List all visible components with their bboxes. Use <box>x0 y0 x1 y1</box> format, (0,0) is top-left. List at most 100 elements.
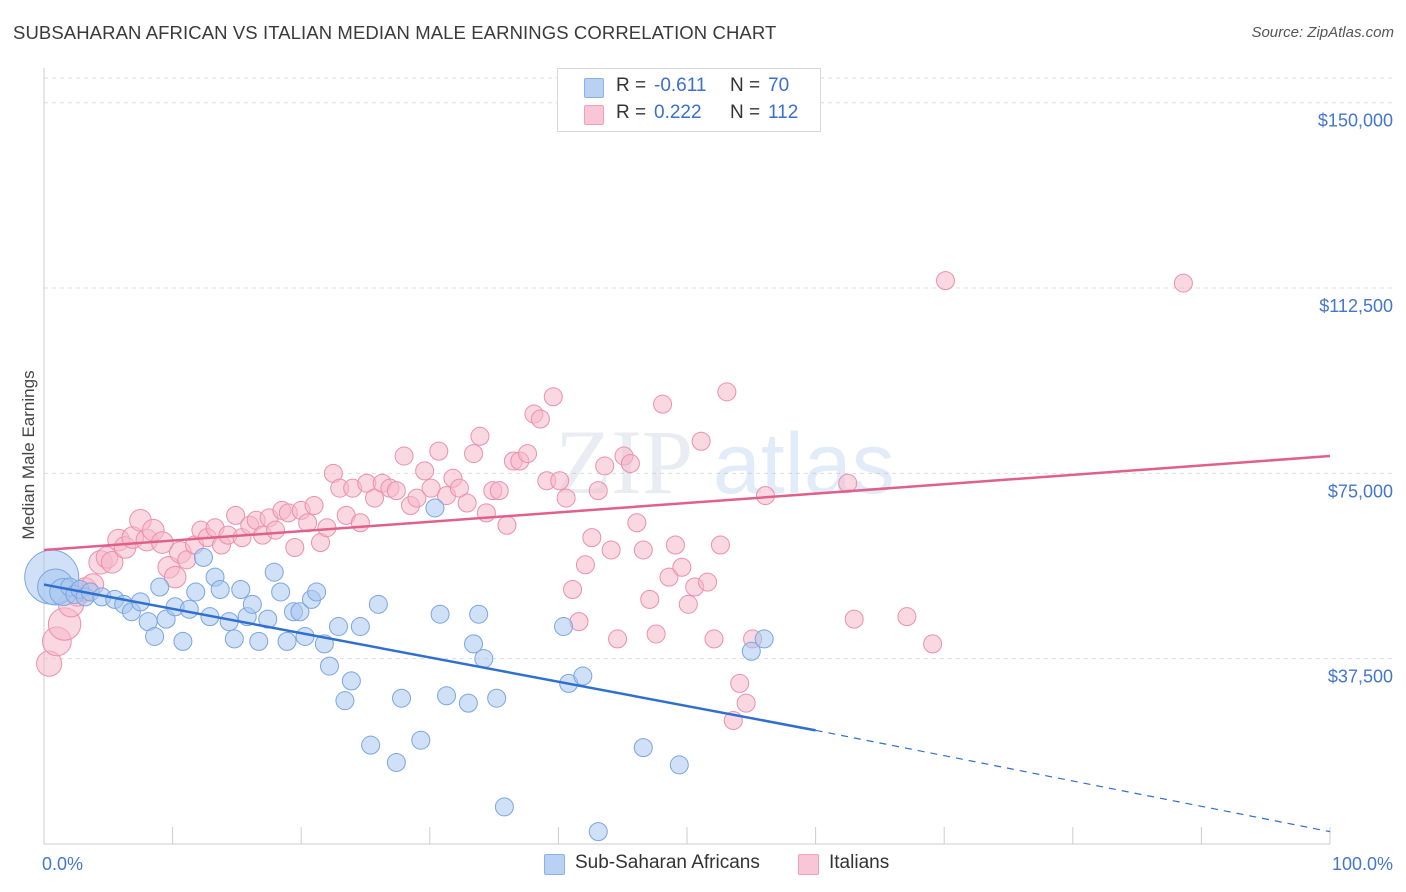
italians-point <box>563 579 583 599</box>
sub-saharan-point <box>469 604 489 624</box>
italians-point <box>897 607 917 627</box>
italians-point <box>285 537 305 557</box>
trend-lines <box>43 454 1331 833</box>
italians-point <box>415 461 435 481</box>
bottom-legend-label: Sub-Saharan Africans <box>575 852 760 873</box>
italians-point <box>163 565 187 589</box>
chart-title: SUBSAHARAN AFRICAN VS ITALIAN MEDIAN MAL… <box>13 22 777 43</box>
sub-saharan-point <box>588 822 608 842</box>
sub-saharan-point <box>487 688 507 708</box>
italians-point <box>350 513 370 533</box>
italians-point <box>717 382 737 402</box>
sub-saharan-point <box>186 582 206 602</box>
italians-point <box>543 387 563 407</box>
italians-point <box>556 488 576 508</box>
gridlines <box>44 77 1394 660</box>
sub-saharan-point <box>341 671 361 691</box>
italians-point <box>935 271 955 291</box>
italians-point <box>646 624 666 644</box>
y-axis-label: Median Male Earnings <box>19 370 38 539</box>
italians-point <box>627 513 647 533</box>
italians-point <box>704 629 724 649</box>
sub-saharan-point <box>264 562 284 582</box>
legend-swatch-blue <box>584 78 604 98</box>
sub-saharan-point <box>145 626 165 646</box>
legend-swatch-pink <box>584 105 604 125</box>
italians-point <box>100 551 124 574</box>
sub-saharan-point <box>319 656 339 676</box>
italians-point <box>653 394 673 414</box>
sub-saharan-point <box>258 609 278 629</box>
watermark-atlas: atlas <box>713 416 895 512</box>
x-tick-label: 0.0% <box>42 854 83 874</box>
sub-saharan-point <box>425 498 445 518</box>
legend-r-value: 0.222 <box>654 102 702 123</box>
italians-point <box>633 540 653 560</box>
italians-point <box>691 431 711 451</box>
sub-saharan-point <box>290 602 310 622</box>
sub-saharan-point <box>430 604 450 624</box>
sub-saharan-point <box>669 755 689 775</box>
legend-n-value: 70 <box>768 75 790 96</box>
sub-saharan-point <box>754 629 774 649</box>
sub-saharan-point <box>335 691 355 711</box>
sub-saharan-point <box>271 582 291 602</box>
x-tick-label: 100.0% <box>1332 854 1393 874</box>
italians-point <box>608 629 628 649</box>
sub-saharan-point <box>249 631 269 651</box>
sub-saharan-points <box>24 498 774 842</box>
italians-point <box>678 594 698 614</box>
italians-point <box>449 478 469 498</box>
bottom-legend-label: Italians <box>829 852 890 873</box>
sub-saharan-point <box>458 693 478 713</box>
italians-point <box>497 515 517 535</box>
y-tick-label: $150,000 <box>1318 111 1393 131</box>
sub-saharan-point <box>411 730 431 750</box>
sub-saharan-point <box>741 641 761 661</box>
sub-saharan-point <box>474 649 494 669</box>
italians-point <box>923 634 943 654</box>
italians-point <box>595 456 615 476</box>
sub-saharan-point <box>633 738 653 758</box>
italians-point <box>640 589 660 609</box>
tick-labels: $37,500 $75,000 $112,500 $150,000 0.0% 100.0% <box>42 111 1393 874</box>
sub-saharan-point <box>328 617 348 637</box>
italians-point <box>304 495 324 515</box>
italians-point <box>838 473 858 493</box>
italians-point <box>672 557 692 577</box>
bottom-legend-swatch-pink <box>798 854 819 875</box>
italians-point <box>601 540 621 560</box>
sub-saharan-point <box>392 688 412 708</box>
italians-point <box>582 528 602 548</box>
italians-point <box>470 426 490 446</box>
italians-point <box>620 453 640 473</box>
sub-saharan-trend-extension <box>815 729 1331 833</box>
italians-point <box>844 609 864 629</box>
legend-n-label: N = <box>730 102 761 123</box>
legend-r-label: R = <box>616 75 647 96</box>
italians-point <box>736 693 756 713</box>
watermark: ZIP atlas <box>555 411 895 513</box>
legend-n-label: N = <box>730 75 761 96</box>
sub-saharan-point <box>173 631 193 651</box>
sub-saharan-point <box>295 626 315 646</box>
y-tick-label: $37,500 <box>1328 667 1393 687</box>
axes <box>43 68 1331 845</box>
italians-point <box>665 535 685 555</box>
italians-point <box>575 555 595 575</box>
sub-saharan-point <box>437 686 457 706</box>
sub-saharan-point <box>573 666 593 686</box>
sub-saharan-point <box>210 579 230 599</box>
italians-point <box>394 446 414 466</box>
italians-trend-line <box>43 454 1331 552</box>
sub-saharan-point <box>494 797 514 817</box>
italians-point <box>265 520 285 540</box>
bottom-legend-swatch-blue <box>544 854 565 875</box>
legend-n-value: 112 <box>768 102 799 123</box>
y-tick-label: $112,500 <box>1319 296 1393 316</box>
sub-saharan-point <box>242 594 262 614</box>
sub-saharan-point <box>179 599 199 619</box>
sub-saharan-point <box>307 582 327 602</box>
italians-point <box>407 488 427 508</box>
